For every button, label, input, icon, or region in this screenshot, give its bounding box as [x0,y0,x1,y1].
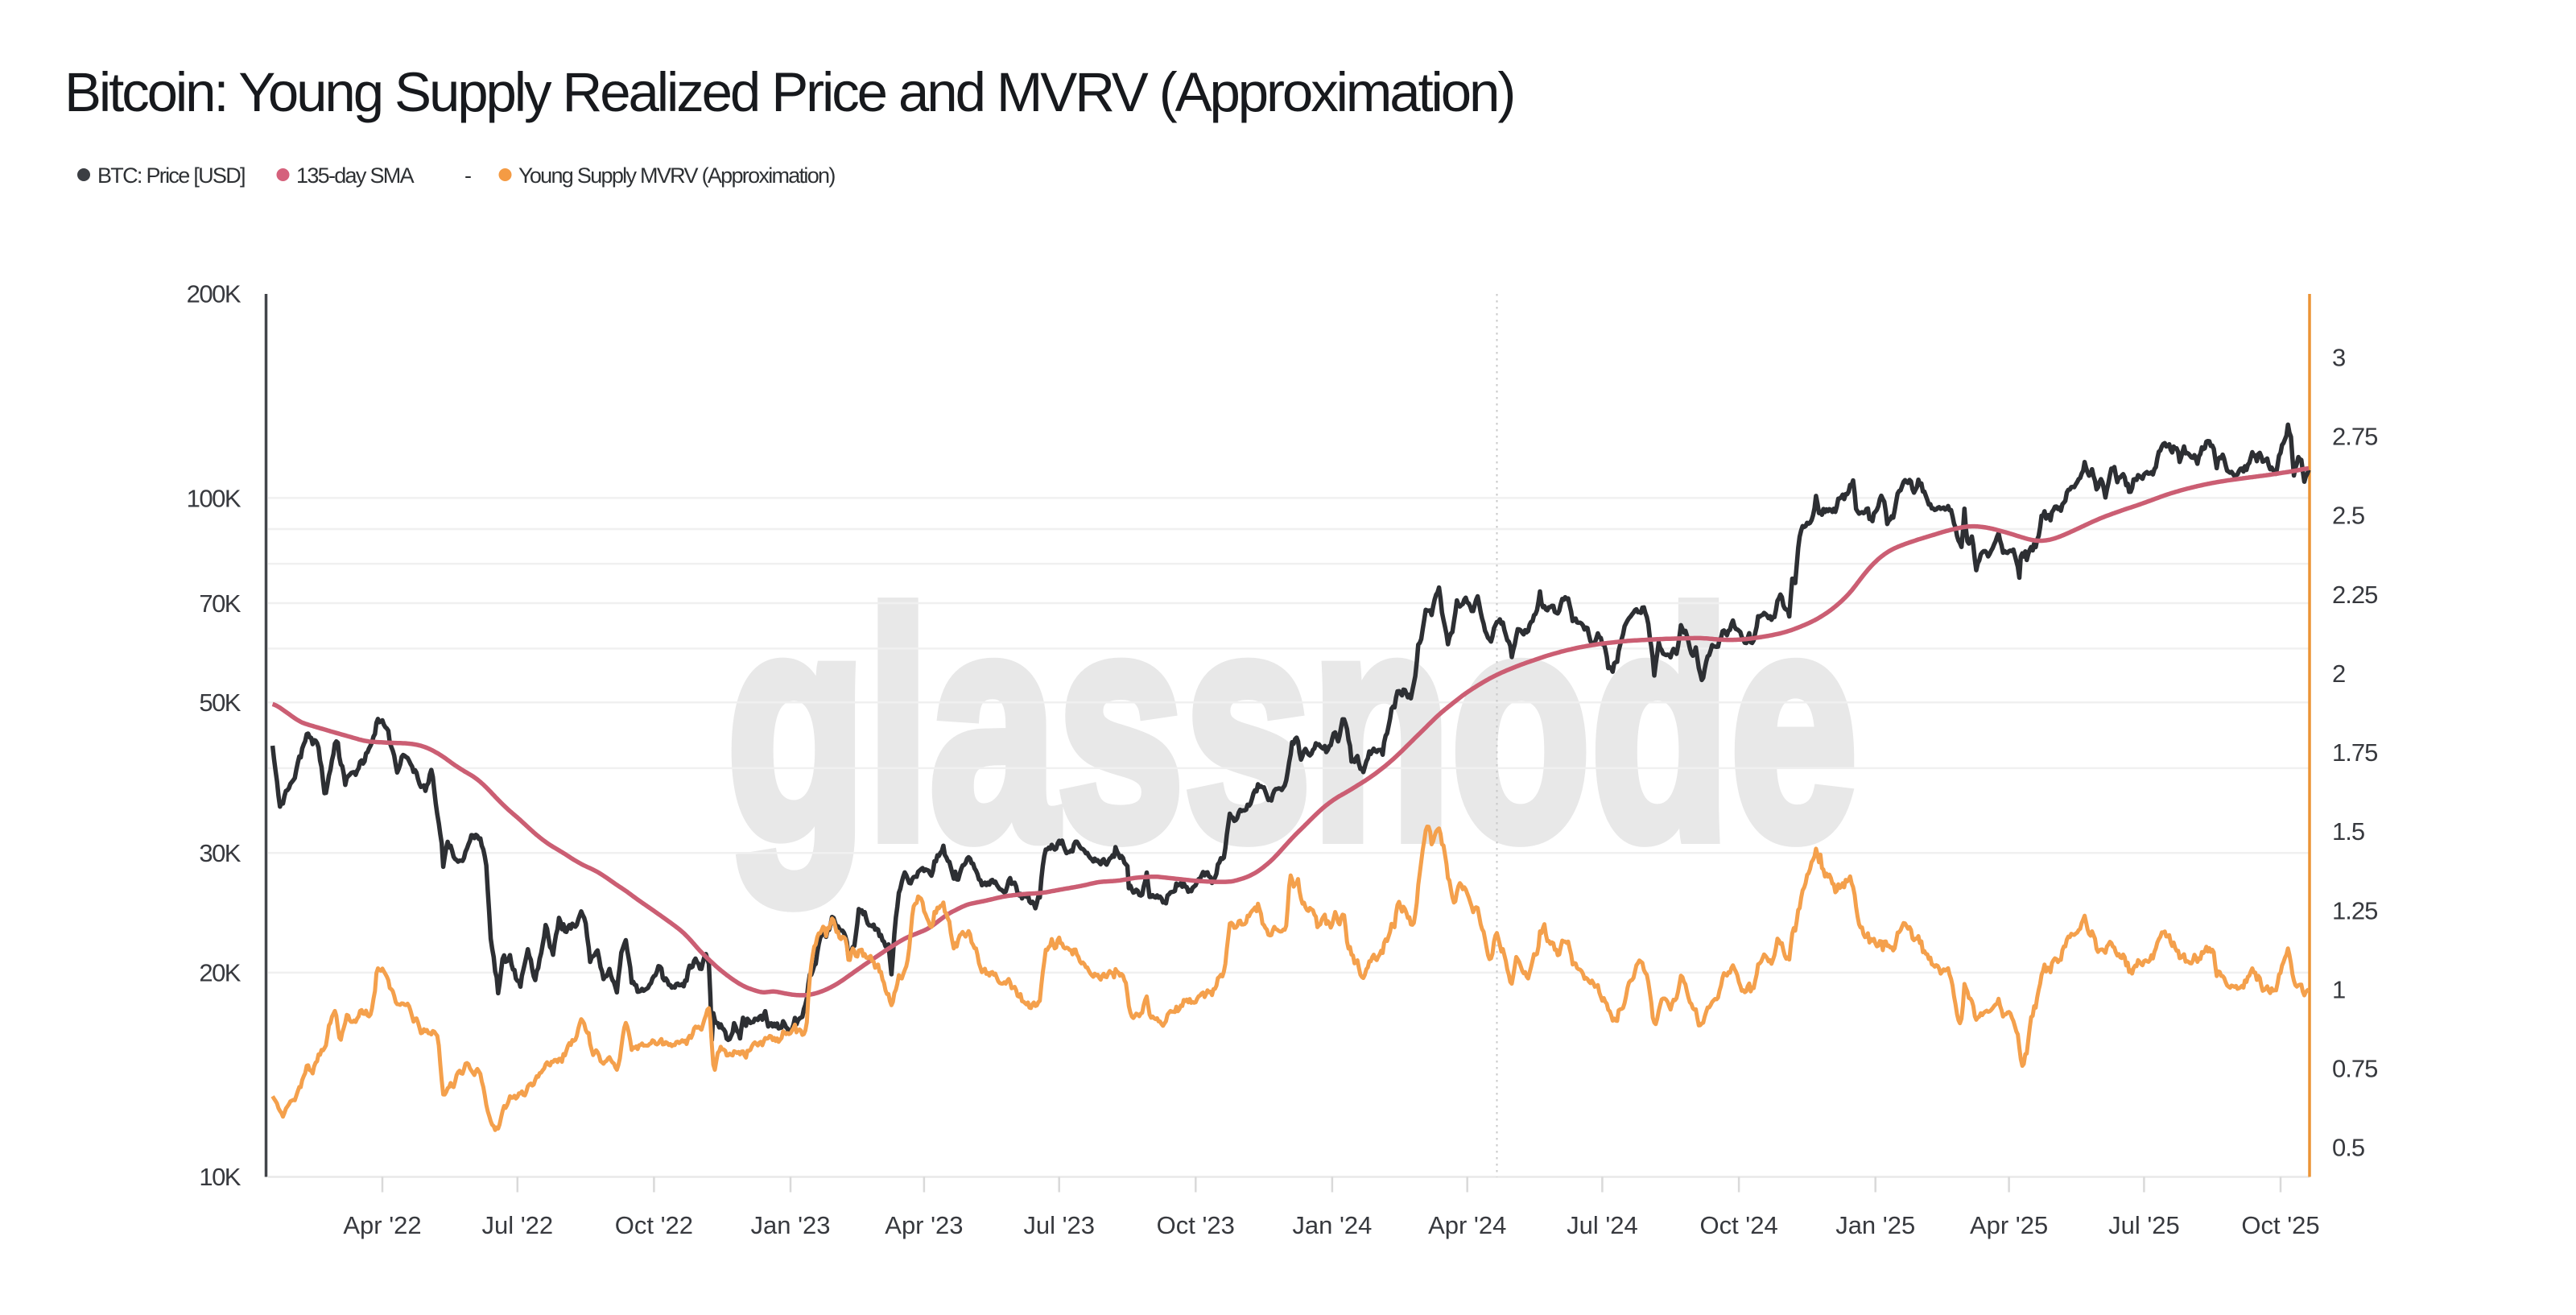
svg-text:Bitcoin: Young Supply Realized: Bitcoin: Young Supply Realized Price and… [64,61,1513,123]
svg-text:Apr '25: Apr '25 [1970,1211,2048,1239]
svg-text:10K: 10K [199,1163,241,1191]
svg-text:Oct '25: Oct '25 [2241,1211,2319,1239]
svg-text:1.75: 1.75 [2332,738,2377,767]
svg-text:2.75: 2.75 [2332,423,2377,451]
svg-text:2: 2 [2332,660,2345,688]
svg-text:0.5: 0.5 [2332,1134,2364,1162]
svg-text:0.75: 0.75 [2332,1055,2377,1083]
svg-text:135-day SMA: 135-day SMA [296,163,415,188]
svg-text:200K: 200K [187,280,242,308]
svg-text:Jan '23: Jan '23 [751,1211,831,1239]
svg-text:Apr '23: Apr '23 [885,1211,963,1239]
svg-text:3: 3 [2332,343,2345,371]
svg-text:BTC: Price [USD]: BTC: Price [USD] [97,163,245,188]
svg-text:Young Supply MVRV (Approximati: Young Supply MVRV (Approximation) [518,163,835,188]
svg-text:1: 1 [2332,975,2345,1003]
svg-text:2.5: 2.5 [2332,502,2364,530]
svg-text:2.25: 2.25 [2332,581,2377,609]
svg-text:50K: 50K [199,689,241,717]
svg-text:20K: 20K [199,959,241,987]
svg-text:Oct '24: Oct '24 [1699,1211,1777,1239]
svg-text:Jul '23: Jul '23 [1023,1211,1095,1239]
svg-text:1.5: 1.5 [2332,817,2364,846]
svg-text:Apr '22: Apr '22 [343,1211,421,1239]
svg-text:Jan '25: Jan '25 [1835,1211,1915,1239]
svg-text:100K: 100K [187,484,242,512]
svg-text:Apr '24: Apr '24 [1428,1211,1506,1239]
svg-text:-: - [464,163,471,188]
svg-text:70K: 70K [199,589,241,618]
svg-text:Jul '22: Jul '22 [481,1211,553,1239]
svg-text:30K: 30K [199,839,241,867]
svg-text:Oct '23: Oct '23 [1157,1211,1235,1239]
svg-text:Jul '24: Jul '24 [1567,1211,1638,1239]
svg-text:Jan '24: Jan '24 [1292,1211,1372,1239]
svg-text:1.25: 1.25 [2332,896,2377,924]
svg-text:Jul '25: Jul '25 [2108,1211,2180,1239]
svg-text:Oct '22: Oct '22 [615,1211,693,1239]
